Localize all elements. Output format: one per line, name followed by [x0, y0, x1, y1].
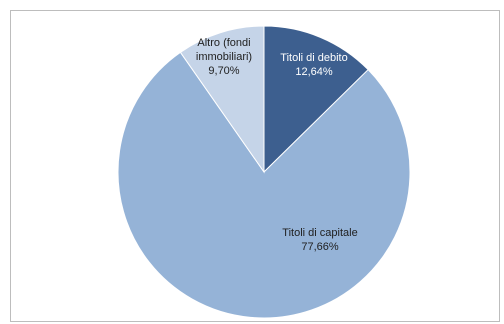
slice-label-line: 12,64%	[295, 66, 333, 78]
slice-label-1: Titoli di capitale 77,66%	[282, 227, 357, 253]
slice-label-line: immobiliari)	[196, 51, 252, 63]
slice-label-line: Titoli di capitale	[282, 227, 357, 239]
slice-label-line: 77,66%	[301, 241, 339, 253]
pie-slice-2	[179, 25, 265, 174]
slice-label-line: Titoli di debito	[280, 52, 347, 64]
slice-label-line: 9,70%	[208, 65, 239, 77]
pie-slices	[117, 25, 411, 319]
pie-slice-0	[263, 25, 369, 174]
pie-labels: Titoli di debito 12,64% Titoli di capitale…	[196, 37, 358, 253]
slice-label-line: Altro (fondi	[197, 37, 250, 49]
slice-label-2: Altro (fondi immobiliari) 9,70%	[196, 37, 252, 77]
slice-label-0: Titoli di debito 12,64%	[280, 52, 347, 78]
pie-slice-1	[117, 51, 411, 319]
